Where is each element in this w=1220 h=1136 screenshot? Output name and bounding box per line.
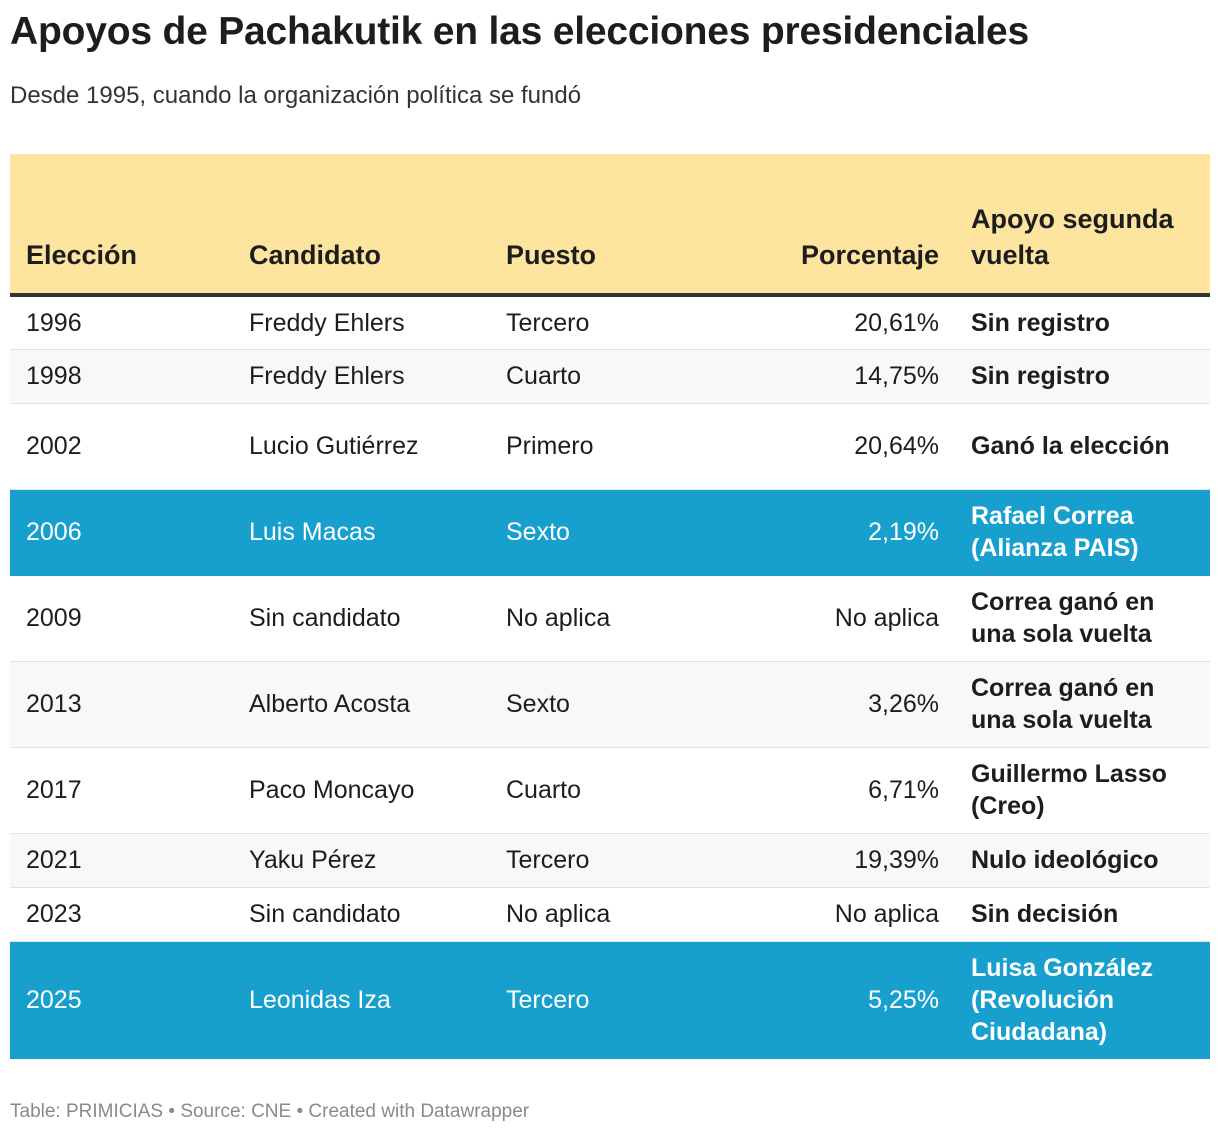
cell-candidato: Lucio Gutiérrez bbox=[233, 403, 490, 490]
chart-title: Apoyos de Pachakutik en las elecciones p… bbox=[10, 10, 1030, 53]
cell-apoyo-segunda-vuelta: Ganó la elección bbox=[955, 403, 1210, 490]
table-header: Elección Candidato Puesto Porcentaje Apo… bbox=[10, 154, 1210, 297]
cell-candidato: Sin candidato bbox=[233, 887, 490, 942]
cell-candidato: Yaku Pérez bbox=[233, 833, 490, 888]
cell-eleccion: 2009 bbox=[10, 575, 233, 662]
cell-puesto: Primero bbox=[490, 403, 690, 490]
table-row: 2013 Alberto Acosta Sexto 3,26% Correa ganó … bbox=[10, 661, 1210, 748]
cell-porcentaje: 20,61% bbox=[690, 295, 955, 350]
cell-puesto: Cuarto bbox=[490, 747, 690, 834]
header-porcentaje: Porcentaje bbox=[690, 154, 955, 297]
cell-apoyo-segunda-vuelta: Sin registro bbox=[955, 349, 1210, 404]
cell-eleccion: 2023 bbox=[10, 887, 233, 942]
cell-puesto: Tercero bbox=[490, 295, 690, 350]
cell-puesto: Tercero bbox=[490, 941, 690, 1059]
header-row: Elección Candidato Puesto Porcentaje Apo… bbox=[10, 154, 1210, 297]
header-eleccion: Elección bbox=[10, 154, 233, 297]
header-apoyo-segunda-vuelta: Apoyo segunda vuelta bbox=[955, 154, 1210, 297]
table-row: 2023 Sin candidato No aplica No aplica Sin d… bbox=[10, 887, 1210, 942]
cell-porcentaje: 3,26% bbox=[690, 661, 955, 748]
table-row: 2021 Yaku Pérez Tercero 19,39% Nulo ideológi… bbox=[10, 833, 1210, 888]
cell-puesto: Sexto bbox=[490, 489, 690, 576]
cell-eleccion: 1996 bbox=[10, 295, 233, 350]
cell-eleccion: 1998 bbox=[10, 349, 233, 404]
cell-puesto: Cuarto bbox=[490, 349, 690, 404]
results-table-container: Elección Candidato Puesto Porcentaje Apo… bbox=[10, 154, 1210, 1059]
cell-apoyo-segunda-vuelta: Sin registro bbox=[955, 295, 1210, 350]
cell-apoyo-segunda-vuelta: Rafael Correa (Alianza PAIS) bbox=[955, 489, 1210, 576]
header-candidato: Candidato bbox=[233, 154, 490, 297]
table-row: 1996 Freddy Ehlers Tercero 20,61% Sin regist… bbox=[10, 295, 1210, 350]
cell-porcentaje: 2,19% bbox=[690, 489, 955, 576]
table-row: 2009 Sin candidato No aplica No aplica Corre… bbox=[10, 575, 1210, 662]
cell-candidato: Luis Macas bbox=[233, 489, 490, 576]
cell-apoyo-segunda-vuelta: Sin decisión bbox=[955, 887, 1210, 942]
cell-porcentaje: No aplica bbox=[690, 887, 955, 942]
cell-porcentaje: 19,39% bbox=[690, 833, 955, 888]
cell-candidato: Freddy Ehlers bbox=[233, 349, 490, 404]
cell-candidato: Paco Moncayo bbox=[233, 747, 490, 834]
cell-apoyo-segunda-vuelta: Correa ganó en una sola vuelta bbox=[955, 661, 1210, 748]
table-row: 1998 Freddy Ehlers Cuarto 14,75% Sin registr… bbox=[10, 349, 1210, 404]
cell-eleccion: 2021 bbox=[10, 833, 233, 888]
cell-candidato: Freddy Ehlers bbox=[233, 295, 490, 350]
results-table: Elección Candidato Puesto Porcentaje Apo… bbox=[10, 154, 1210, 1059]
table-row: 2006 Luis Macas Sexto 2,19% Rafael Correa (A… bbox=[10, 489, 1210, 576]
cell-porcentaje: 5,25% bbox=[690, 941, 955, 1059]
cell-apoyo-segunda-vuelta: Correa ganó en una sola vuelta bbox=[955, 575, 1210, 662]
cell-porcentaje: No aplica bbox=[690, 575, 955, 662]
chart-subtitle: Desde 1995, cuando la organización polít… bbox=[10, 82, 582, 109]
cell-eleccion: 2017 bbox=[10, 747, 233, 834]
cell-eleccion: 2013 bbox=[10, 661, 233, 748]
source-footer: Table: PRIMICIAS • Source: CNE • Created… bbox=[10, 1101, 530, 1122]
cell-candidato: Sin candidato bbox=[233, 575, 490, 662]
cell-puesto: Sexto bbox=[490, 661, 690, 748]
cell-candidato: Leonidas Iza bbox=[233, 941, 490, 1059]
cell-porcentaje: 14,75% bbox=[690, 349, 955, 404]
cell-puesto: No aplica bbox=[490, 887, 690, 942]
table-row: 2025 Leonidas Iza Tercero 5,25% Luisa Gonzál… bbox=[10, 941, 1210, 1059]
cell-apoyo-segunda-vuelta: Guillermo Lasso (Creo) bbox=[955, 747, 1210, 834]
cell-porcentaje: 20,64% bbox=[690, 403, 955, 490]
cell-porcentaje: 6,71% bbox=[690, 747, 955, 834]
table-row: 2017 Paco Moncayo Cuarto 6,71% Guillermo Las… bbox=[10, 747, 1210, 834]
table-body: 1996 Freddy Ehlers Tercero 20,61% Sin regist… bbox=[10, 295, 1210, 1059]
table-row: 2002 Lucio Gutiérrez Primero 20,64% Ganó la … bbox=[10, 403, 1210, 490]
cell-eleccion: 2002 bbox=[10, 403, 233, 490]
cell-eleccion: 2025 bbox=[10, 941, 233, 1059]
cell-puesto: Tercero bbox=[490, 833, 690, 888]
cell-apoyo-segunda-vuelta: Nulo ideológico bbox=[955, 833, 1210, 888]
cell-candidato: Alberto Acosta bbox=[233, 661, 490, 748]
cell-puesto: No aplica bbox=[490, 575, 690, 662]
header-puesto: Puesto bbox=[490, 154, 690, 297]
cell-apoyo-segunda-vuelta: Luisa González (Revolución Ciudadana) bbox=[955, 941, 1210, 1059]
cell-eleccion: 2006 bbox=[10, 489, 233, 576]
